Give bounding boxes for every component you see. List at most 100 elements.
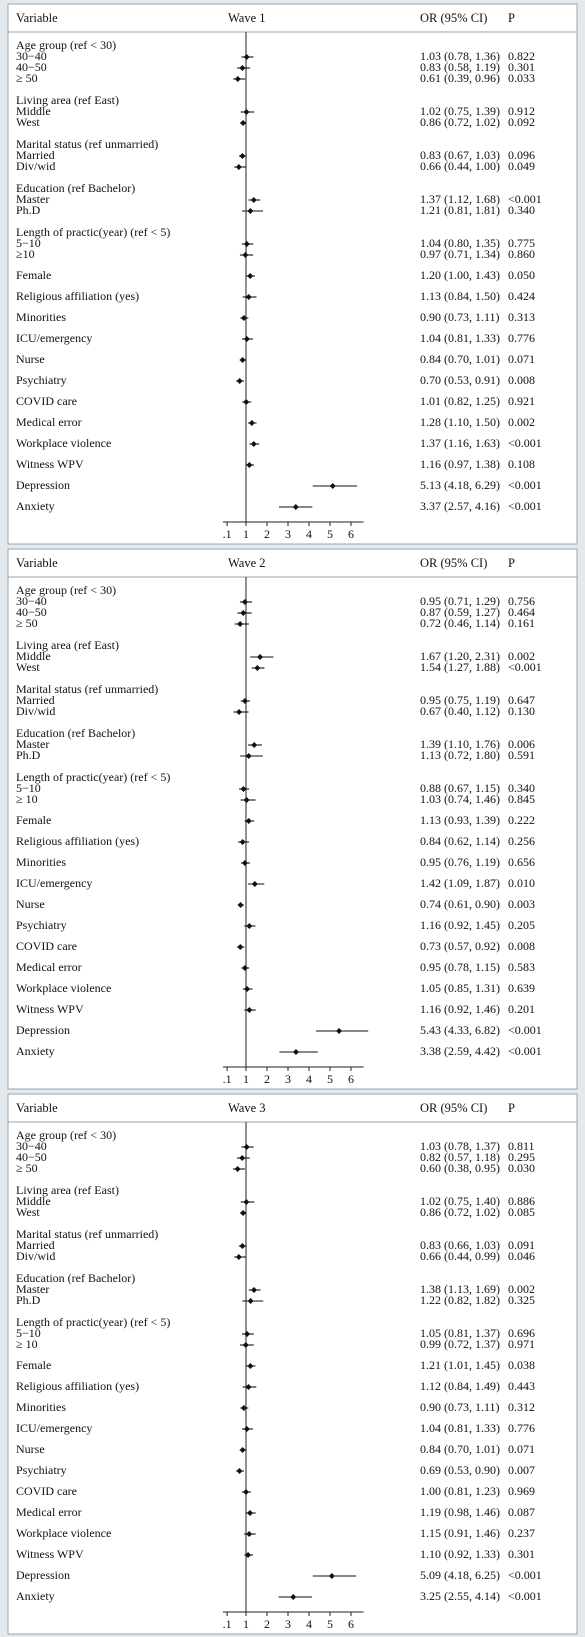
group-label: Living area (ref East) xyxy=(16,638,119,652)
column-header: OR (95% CI) xyxy=(420,11,487,25)
or-label: 0.73 (0.57, 0.92) xyxy=(420,939,500,953)
row-label: Nurse xyxy=(16,352,45,366)
x-tick-label: 2 xyxy=(264,1617,270,1631)
point-estimate xyxy=(336,1028,343,1034)
p-value: 0.886 xyxy=(508,1194,535,1208)
point-estimate xyxy=(251,881,258,887)
p-value: 0.008 xyxy=(508,939,535,953)
row-label: ICU/emergency xyxy=(16,331,92,345)
or-label: 0.83 (0.58, 1.19) xyxy=(420,60,500,74)
point-estimate xyxy=(246,1007,253,1013)
or-label: 1.05 (0.85, 1.31) xyxy=(420,981,500,995)
or-label: 0.86 (0.72, 1.02) xyxy=(420,1205,500,1219)
p-value: 0.295 xyxy=(508,1150,535,1164)
row-label: COVID care xyxy=(16,939,77,953)
point-estimate xyxy=(239,153,246,159)
or-label: 1.54 (1.27, 1.88) xyxy=(420,660,500,674)
row-label: Div/wid xyxy=(16,159,55,173)
point-estimate xyxy=(245,1384,252,1390)
or-label: 0.84 (0.70, 1.01) xyxy=(420,352,500,366)
row-label: 40−50 xyxy=(16,605,47,619)
point-estimate xyxy=(243,1489,249,1495)
p-value: 0.656 xyxy=(508,855,535,869)
point-estimate xyxy=(240,315,247,321)
x-tick-label: 5 xyxy=(327,1617,333,1631)
point-estimate xyxy=(257,654,264,660)
p-value: 0.969 xyxy=(508,1484,535,1498)
p-value: 0.108 xyxy=(508,457,535,471)
or-label: 1.13 (0.93, 1.39) xyxy=(420,813,500,827)
or-label: 1.13 (0.84, 1.50) xyxy=(420,289,500,303)
p-value: 0.002 xyxy=(508,649,535,663)
panel xyxy=(7,3,578,545)
point-estimate xyxy=(239,1447,246,1453)
p-value: 0.256 xyxy=(508,834,535,848)
group-label: Length of practic(year) (ref < 5) xyxy=(16,1315,170,1329)
x-tick-label: 1 xyxy=(243,1617,249,1631)
x-tick-label: 5 xyxy=(327,527,333,541)
row-label: Minorities xyxy=(16,310,66,324)
p-value: 0.443 xyxy=(508,1379,535,1393)
row-label: Ph.D xyxy=(16,203,41,217)
p-value: 0.002 xyxy=(508,1282,535,1296)
row-label: Master xyxy=(16,192,49,206)
point-estimate xyxy=(243,797,250,803)
p-value: 0.464 xyxy=(508,605,535,619)
row-label: Medical error xyxy=(16,960,82,974)
p-value: 0.845 xyxy=(508,792,535,806)
or-label: 1.21 (1.01, 1.45) xyxy=(420,1358,500,1372)
or-label: 0.88 (0.67, 1.15) xyxy=(420,781,500,795)
row-label: Middle xyxy=(16,104,51,118)
x-tick-label: 1 xyxy=(243,527,249,541)
or-label: 0.90 (0.73, 1.11) xyxy=(420,310,500,324)
row-label: 30−40 xyxy=(16,49,47,63)
or-label: 1.05 (0.81, 1.37) xyxy=(420,1326,500,1340)
row-label: Middle xyxy=(16,649,51,663)
point-estimate xyxy=(243,241,250,247)
panel xyxy=(7,1093,578,1635)
row-label: Master xyxy=(16,737,49,751)
group-label: Age group (ref < 30) xyxy=(16,1128,116,1142)
point-estimate xyxy=(251,742,258,748)
or-label: 1.37 (1.16, 1.63) xyxy=(420,436,500,450)
or-label: 0.95 (0.76, 1.19) xyxy=(420,855,500,869)
x-tick-label: 6 xyxy=(348,1617,354,1631)
p-value: 0.921 xyxy=(508,394,535,408)
p-value: 0.008 xyxy=(508,373,535,387)
p-value: <0.001 xyxy=(508,1044,542,1058)
row-label: Religious affiliation (yes) xyxy=(16,834,139,848)
p-value: 0.222 xyxy=(508,813,535,827)
p-value: 0.696 xyxy=(508,1326,535,1340)
or-label: 0.67 (0.40, 1.12) xyxy=(420,704,500,718)
x-tick-label: .1 xyxy=(223,527,232,541)
p-value: 0.071 xyxy=(508,1442,535,1456)
row-label: West xyxy=(16,660,40,674)
or-label: 0.74 (0.61, 0.90) xyxy=(420,897,500,911)
or-label: 0.72 (0.46, 1.14) xyxy=(420,616,500,630)
point-estimate xyxy=(244,1331,251,1337)
p-value: 0.091 xyxy=(508,1238,535,1252)
p-value: 0.205 xyxy=(508,918,535,932)
point-estimate xyxy=(243,1199,250,1205)
column-header: OR (95% CI) xyxy=(420,556,487,570)
or-label: 0.83 (0.66, 1.03) xyxy=(420,1238,500,1252)
or-label: 1.16 (0.92, 1.46) xyxy=(420,1002,500,1016)
p-value: 0.312 xyxy=(508,1400,535,1414)
row-label: Medical error xyxy=(16,1505,82,1519)
point-estimate xyxy=(247,1363,254,1369)
p-value: 0.085 xyxy=(508,1205,535,1219)
or-label: 0.70 (0.53, 0.91) xyxy=(420,373,500,387)
row-label: Minorities xyxy=(16,855,66,869)
or-label: 1.42 (1.09, 1.87) xyxy=(420,876,500,890)
row-label: ICU/emergency xyxy=(16,876,92,890)
or-label: 0.95 (0.75, 1.19) xyxy=(420,693,500,707)
x-tick-label: 4 xyxy=(306,1617,312,1631)
panel-title: Wave 3 xyxy=(228,1101,266,1115)
point-estimate xyxy=(237,621,244,627)
p-value: 0.096 xyxy=(508,148,535,162)
p-value: 0.639 xyxy=(508,981,535,995)
p-value: 0.860 xyxy=(508,247,535,261)
or-label: 0.95 (0.78, 1.15) xyxy=(420,960,500,974)
or-label: 0.90 (0.73, 1.11) xyxy=(420,1400,500,1414)
point-estimate xyxy=(250,441,257,447)
